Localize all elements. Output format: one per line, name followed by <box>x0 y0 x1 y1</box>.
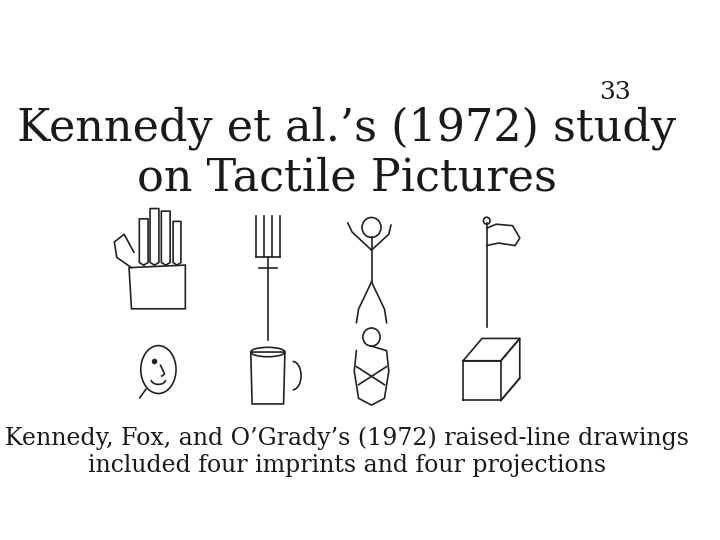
Text: Kennedy, Fox, and O’Grady’s (1972) raised-line drawings: Kennedy, Fox, and O’Grady’s (1972) raise… <box>5 427 689 450</box>
Text: on Tactile Pictures: on Tactile Pictures <box>137 156 557 199</box>
Text: 33: 33 <box>600 82 631 104</box>
Text: Kennedy et al.’s (1972) study: Kennedy et al.’s (1972) study <box>17 106 676 150</box>
Text: included four imprints and four projections: included four imprints and four projecti… <box>88 454 606 477</box>
